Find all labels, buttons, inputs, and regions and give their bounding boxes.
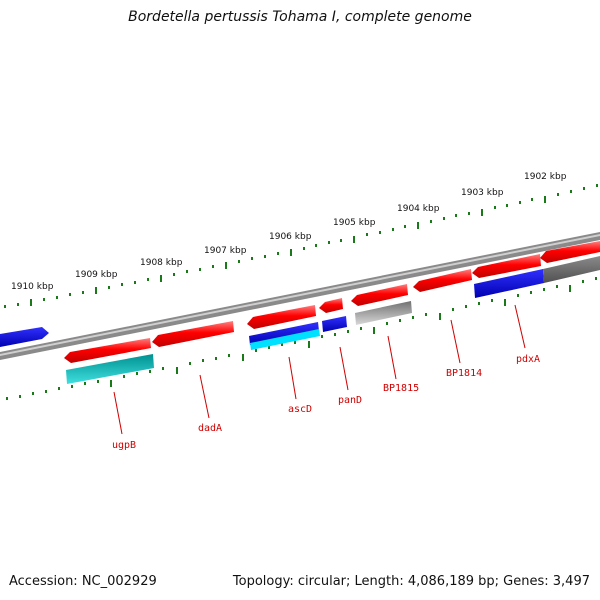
gene-label-BP1814: BP1814 xyxy=(446,368,482,379)
map-title: Bordetella pertussis Tohama I, complete … xyxy=(128,9,472,25)
kbp-labels: 1910 kbp 1909 kbp 1908 kbp 1907 kbp 1906… xyxy=(11,172,567,292)
forward-genes xyxy=(64,241,600,363)
outer-tick-track xyxy=(4,184,598,308)
kbp-label: 1904 kbp xyxy=(397,204,440,214)
gene-next-arrow xyxy=(540,241,600,263)
gene-label-panD: panD xyxy=(338,395,362,406)
minor-ticks xyxy=(6,277,597,400)
inner-tick-track xyxy=(6,277,597,400)
gene-dadA-arrow xyxy=(152,321,234,347)
gene-ascD-arrow xyxy=(247,305,316,329)
gene-pdxA-arrow xyxy=(472,254,541,278)
major-tick xyxy=(569,285,571,292)
gene-label-ugpB: ugpB xyxy=(112,440,136,451)
accession-text: Accession: NC_002929 xyxy=(9,574,157,589)
reverse-genes xyxy=(0,256,600,384)
major-tick xyxy=(504,299,506,306)
pseudogene-BP1815 xyxy=(355,301,412,325)
major-tick xyxy=(95,287,97,294)
kbp-label: 1910 kbp xyxy=(11,282,54,292)
major-tick xyxy=(308,341,310,348)
kbp-label: 1902 kbp xyxy=(524,172,567,182)
gene-dark-segment xyxy=(543,256,600,283)
gene-pdxA-reverse xyxy=(474,269,544,298)
gene-label-BP1815: BP1815 xyxy=(383,383,419,394)
genome-backbone xyxy=(0,232,600,360)
gene-label-pdxA: pdxA xyxy=(516,354,540,365)
gene-ugpB-arrow xyxy=(64,338,151,363)
major-tick xyxy=(176,367,178,374)
major-tick xyxy=(544,196,546,203)
major-tick xyxy=(417,222,419,229)
major-tick xyxy=(290,249,292,256)
kbp-label: 1908 kbp xyxy=(140,258,183,268)
major-tick xyxy=(225,262,227,269)
rna-track-ugpB xyxy=(66,354,154,384)
gene-ascD-cyan-band xyxy=(250,329,320,350)
major-tick xyxy=(30,299,32,306)
major-tick xyxy=(160,275,162,282)
gene-left-reverse-arrow xyxy=(0,327,49,347)
minor-ticks xyxy=(4,184,598,308)
gene-labels: ugpB dadA ascD panD BP1815 BP1814 pdxA xyxy=(112,354,540,451)
major-tick xyxy=(110,380,112,387)
major-tick xyxy=(373,327,375,334)
major-tick xyxy=(439,313,441,320)
gene-label-ascD: ascD xyxy=(288,404,312,415)
kbp-label: 1906 kbp xyxy=(269,232,312,242)
gene-BP1814-arrow xyxy=(413,269,472,292)
gene-label-dadA: dadA xyxy=(198,423,222,434)
kbp-label: 1905 kbp xyxy=(333,218,376,228)
genome-summary-text: Topology: circular; Length: 4,086,189 bp… xyxy=(232,574,590,589)
kbp-label: 1903 kbp xyxy=(461,188,504,198)
gene-panD-arrow xyxy=(319,298,343,313)
kbp-label: 1907 kbp xyxy=(204,246,247,256)
major-tick xyxy=(353,236,355,243)
gene-BP1815-arrow xyxy=(351,284,408,306)
gene-ascD-reverse xyxy=(249,322,319,345)
kbp-label: 1909 kbp xyxy=(75,270,118,280)
major-tick xyxy=(242,354,244,361)
label-leaders xyxy=(113,304,526,435)
gene-panD-reverse xyxy=(322,316,347,332)
major-tick xyxy=(481,209,483,216)
